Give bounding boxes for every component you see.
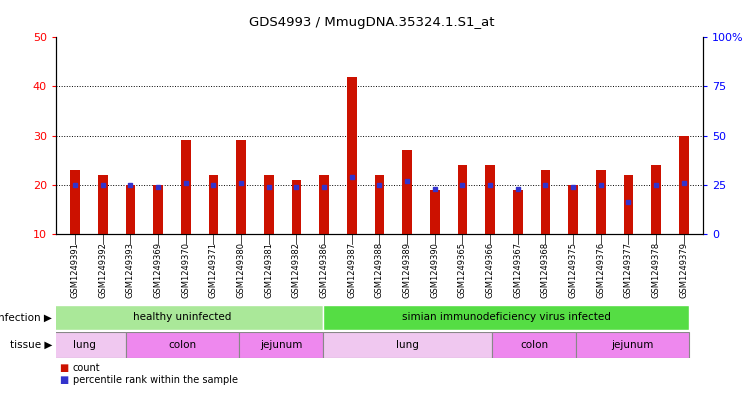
Bar: [71, 170, 80, 283]
Bar: [264, 175, 274, 283]
Text: GSM1249375: GSM1249375: [568, 242, 577, 298]
Text: GSM1249381: GSM1249381: [264, 242, 273, 298]
Text: GSM1249370: GSM1249370: [182, 242, 190, 298]
Bar: [237, 140, 246, 283]
Text: GSM1249391: GSM1249391: [71, 242, 80, 298]
Bar: [42, 305, 323, 330]
Text: count: count: [73, 363, 100, 373]
Bar: [323, 305, 689, 330]
Bar: [679, 136, 688, 283]
Text: GSM1249379: GSM1249379: [679, 242, 688, 298]
Text: infection ▶: infection ▶: [0, 312, 52, 322]
Text: tissue ▶: tissue ▶: [10, 340, 52, 350]
Bar: [181, 140, 190, 283]
Bar: [577, 332, 689, 358]
Bar: [126, 332, 239, 358]
Text: ■: ■: [60, 363, 68, 373]
Text: GSM1249369: GSM1249369: [154, 242, 163, 298]
Text: GSM1249393: GSM1249393: [126, 242, 135, 298]
Bar: [374, 175, 385, 283]
Text: lung: lung: [396, 340, 419, 350]
Bar: [208, 175, 218, 283]
Bar: [492, 332, 577, 358]
Text: GSM1249392: GSM1249392: [98, 242, 107, 298]
Text: GSM1249380: GSM1249380: [237, 242, 246, 298]
Bar: [513, 189, 522, 283]
Bar: [430, 189, 440, 283]
Text: GSM1249371: GSM1249371: [209, 242, 218, 298]
Text: GDS4993 / MmugDNA.35324.1.S1_at: GDS4993 / MmugDNA.35324.1.S1_at: [249, 17, 495, 29]
Bar: [485, 165, 495, 283]
Text: GSM1249388: GSM1249388: [375, 242, 384, 298]
Bar: [323, 332, 492, 358]
Bar: [126, 185, 135, 283]
Bar: [153, 185, 163, 283]
Text: GSM1249377: GSM1249377: [624, 242, 633, 298]
Text: healthy uninfected: healthy uninfected: [133, 312, 231, 322]
Text: GSM1249367: GSM1249367: [513, 242, 522, 298]
Text: GSM1249368: GSM1249368: [541, 242, 550, 298]
Bar: [623, 175, 633, 283]
Bar: [568, 185, 578, 283]
Text: GSM1249376: GSM1249376: [596, 242, 605, 298]
Text: jejunum: jejunum: [612, 340, 654, 350]
Bar: [239, 332, 323, 358]
Bar: [292, 180, 301, 283]
Bar: [403, 150, 412, 283]
Bar: [98, 175, 108, 283]
Bar: [651, 165, 661, 283]
Text: percentile rank within the sample: percentile rank within the sample: [73, 375, 238, 385]
Bar: [458, 165, 467, 283]
Text: GSM1249387: GSM1249387: [347, 242, 356, 298]
Text: GSM1249378: GSM1249378: [652, 242, 661, 298]
Text: ■: ■: [60, 375, 68, 385]
Text: colon: colon: [520, 340, 548, 350]
Bar: [42, 332, 126, 358]
Text: GSM1249390: GSM1249390: [430, 242, 439, 298]
Bar: [347, 77, 356, 283]
Bar: [541, 170, 551, 283]
Bar: [596, 170, 606, 283]
Text: GSM1249386: GSM1249386: [320, 242, 329, 298]
Text: colon: colon: [168, 340, 196, 350]
Text: GSM1249366: GSM1249366: [486, 242, 495, 298]
Text: lung: lung: [72, 340, 95, 350]
Text: GSM1249365: GSM1249365: [458, 242, 467, 298]
Bar: [319, 175, 329, 283]
Text: simian immunodeficiency virus infected: simian immunodeficiency virus infected: [402, 312, 611, 322]
Text: GSM1249389: GSM1249389: [403, 242, 411, 298]
Text: GSM1249382: GSM1249382: [292, 242, 301, 298]
Text: jejunum: jejunum: [260, 340, 302, 350]
